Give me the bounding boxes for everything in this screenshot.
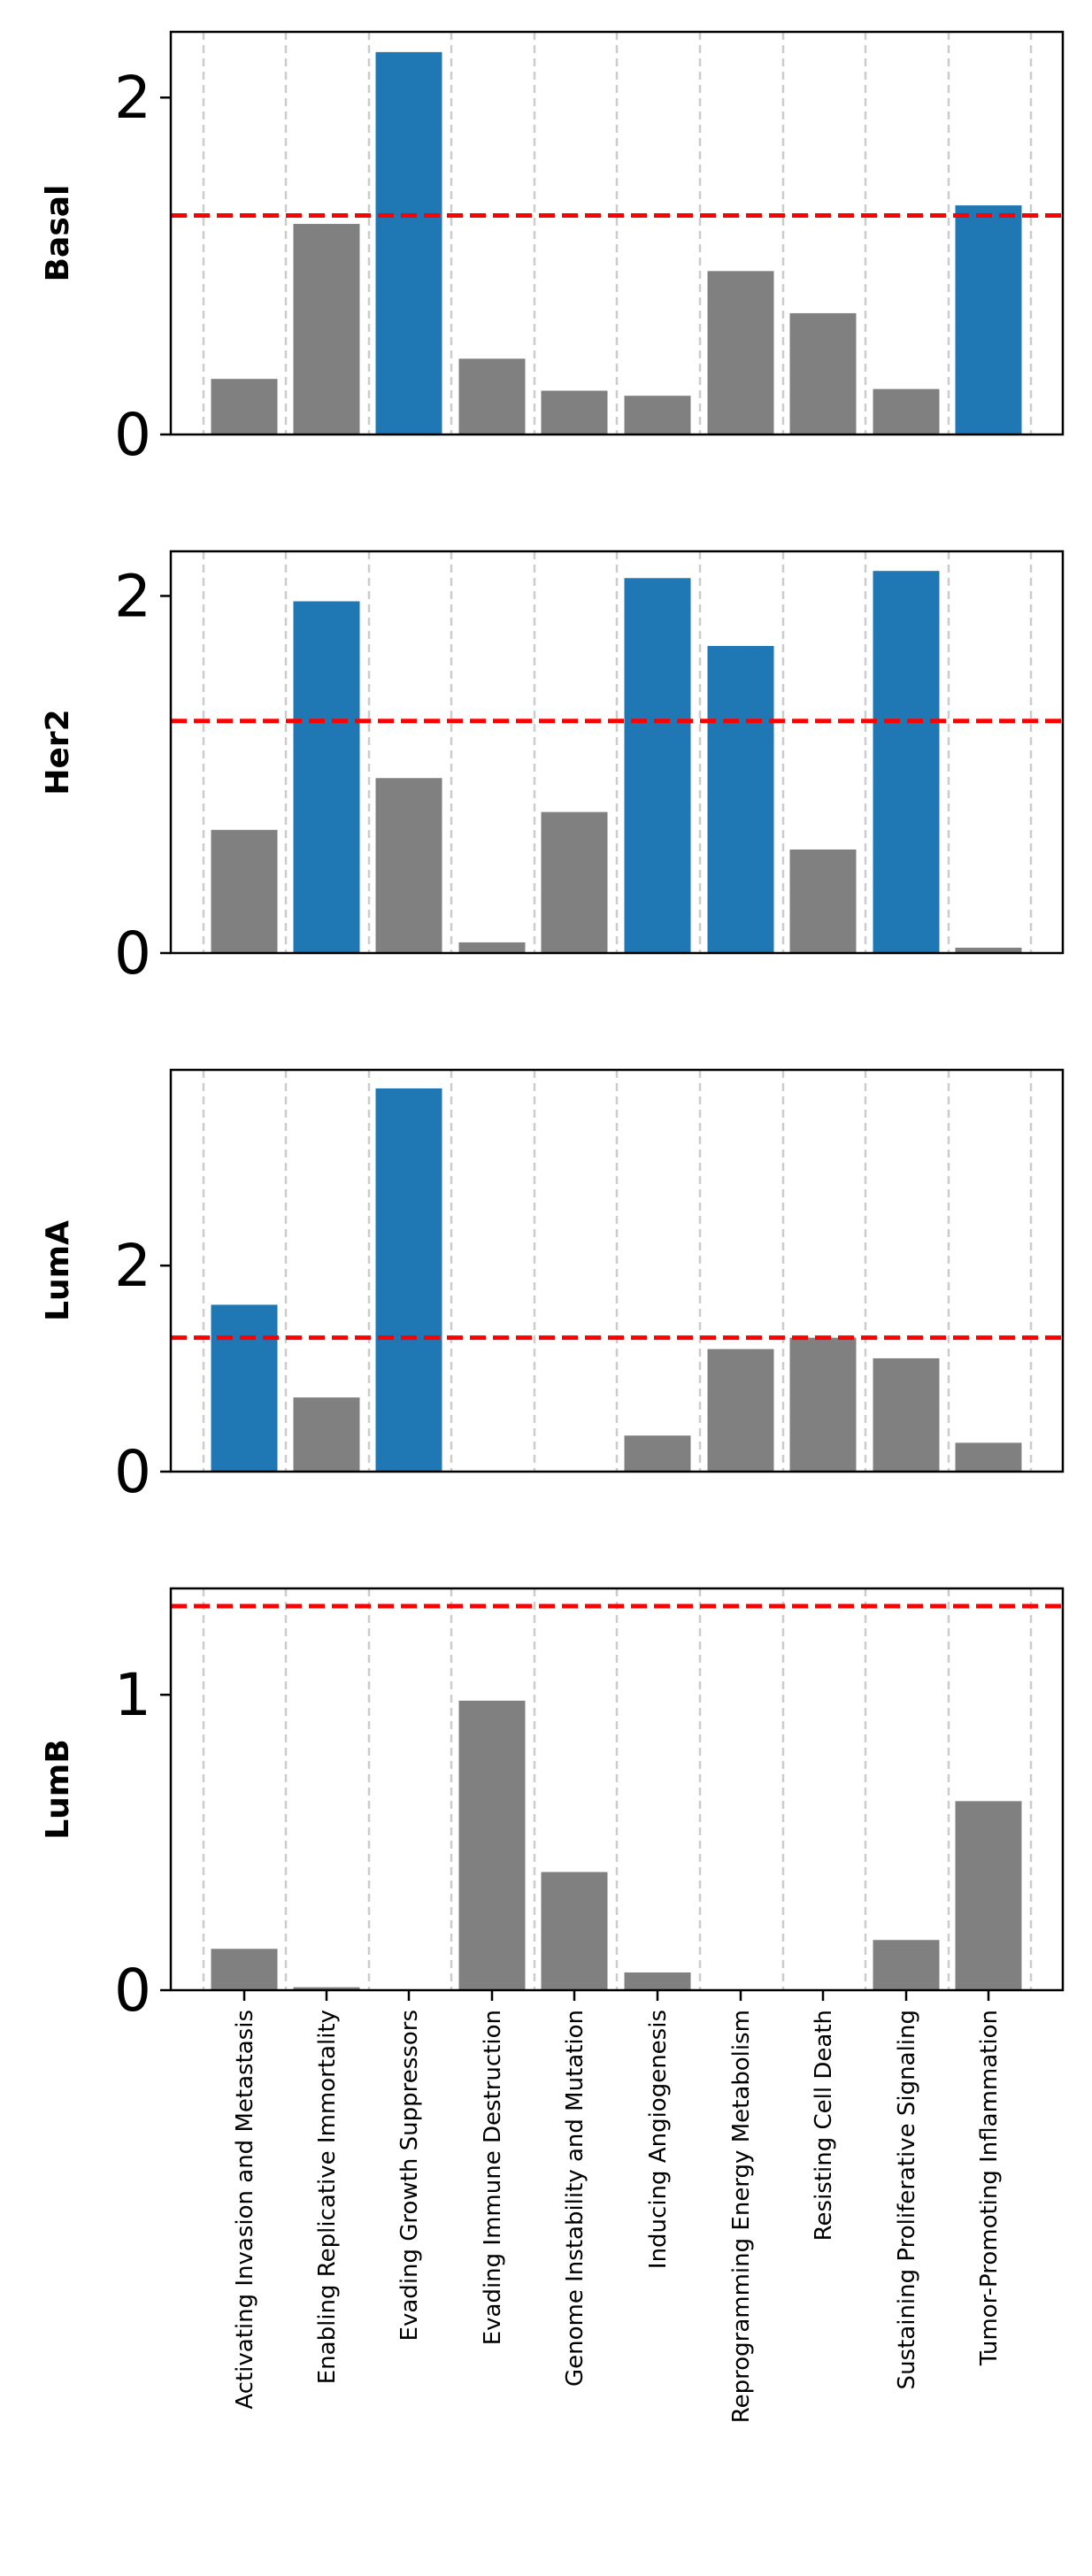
- ytick-label: 0: [114, 401, 151, 469]
- xtick-label: Enabling Replicative Immortality: [314, 2010, 341, 2384]
- bar: [789, 1337, 857, 1472]
- ylabel: LumA: [40, 1220, 76, 1321]
- bar: [375, 778, 442, 953]
- bar: [458, 1700, 526, 1990]
- xtick-label: Reprogramming Energy Metabolism: [728, 2010, 755, 2423]
- bar: [458, 942, 526, 953]
- bar: [707, 645, 774, 953]
- panel-her2: 0 2 Her2: [40, 550, 1065, 988]
- xtick-label: Evading Immune Destruction: [480, 2010, 506, 2345]
- axes-frame: [169, 1587, 1065, 1992]
- ylabel: Basal: [40, 185, 76, 282]
- bar: [955, 1442, 1022, 1472]
- bar: [624, 578, 691, 953]
- bar: [955, 947, 1022, 953]
- bar: [375, 51, 442, 435]
- bar: [707, 271, 774, 434]
- ytick-label: 0: [114, 1438, 151, 1506]
- xtick-label: Genome Instability and Mutation: [562, 2010, 588, 2387]
- bar: [293, 601, 360, 953]
- bar: [955, 205, 1022, 434]
- ylabel: Her2: [40, 709, 76, 795]
- ytick-label: 1: [114, 1661, 151, 1729]
- bar: [293, 1397, 360, 1472]
- bar: [789, 849, 857, 953]
- bar: [789, 312, 857, 434]
- bar: [541, 390, 608, 434]
- ytick-label: 2: [114, 1232, 151, 1300]
- bar: [211, 1304, 278, 1472]
- bar: [293, 224, 360, 434]
- panel-luma: 0 2 LumA: [40, 1068, 1065, 1506]
- xtick-label: Tumor-Promoting Inflammation: [976, 2010, 1003, 2366]
- axes-frame: [169, 1068, 1065, 1473]
- bar: [211, 1949, 278, 1990]
- bar: [293, 1987, 360, 1990]
- xtick-label: Inducing Angiogenesis: [645, 2010, 672, 2269]
- xtick-label: Evading Growth Suppressors: [396, 2010, 423, 2341]
- ylabel: LumB: [40, 1739, 76, 1840]
- bar: [873, 571, 940, 953]
- bar: [211, 829, 278, 953]
- bar: [624, 396, 691, 434]
- axes-frame: [169, 550, 1065, 955]
- bar: [458, 358, 526, 434]
- ytick-label: 0: [114, 1957, 151, 2025]
- bar: [707, 1349, 774, 1472]
- panel-basal: 0 2 Basal: [40, 30, 1065, 469]
- bar: [624, 1435, 691, 1472]
- ytick-label: 0: [114, 919, 151, 988]
- bar: [541, 811, 608, 953]
- bar: [211, 379, 278, 434]
- xtick-label: Sustaining Proliferative Signaling: [894, 2010, 920, 2389]
- bar: [873, 388, 940, 434]
- bar: [375, 1088, 442, 1472]
- xtick-label: Resisting Cell Death: [811, 2010, 837, 2241]
- xtick-label: Activating Invasion and Metastasis: [232, 2010, 258, 2410]
- bar: [624, 1972, 691, 1990]
- bar: [955, 1801, 1022, 1990]
- bar: [541, 1872, 608, 1990]
- ytick-label: 2: [114, 64, 151, 132]
- axes-frame: [169, 30, 1065, 436]
- panel-lumb: 0 1 LumB Activating Invasion and Metastasis…: [40, 1587, 1065, 2423]
- bar: [873, 1940, 940, 1990]
- bar: [873, 1357, 940, 1472]
- ytick-label: 2: [114, 562, 151, 630]
